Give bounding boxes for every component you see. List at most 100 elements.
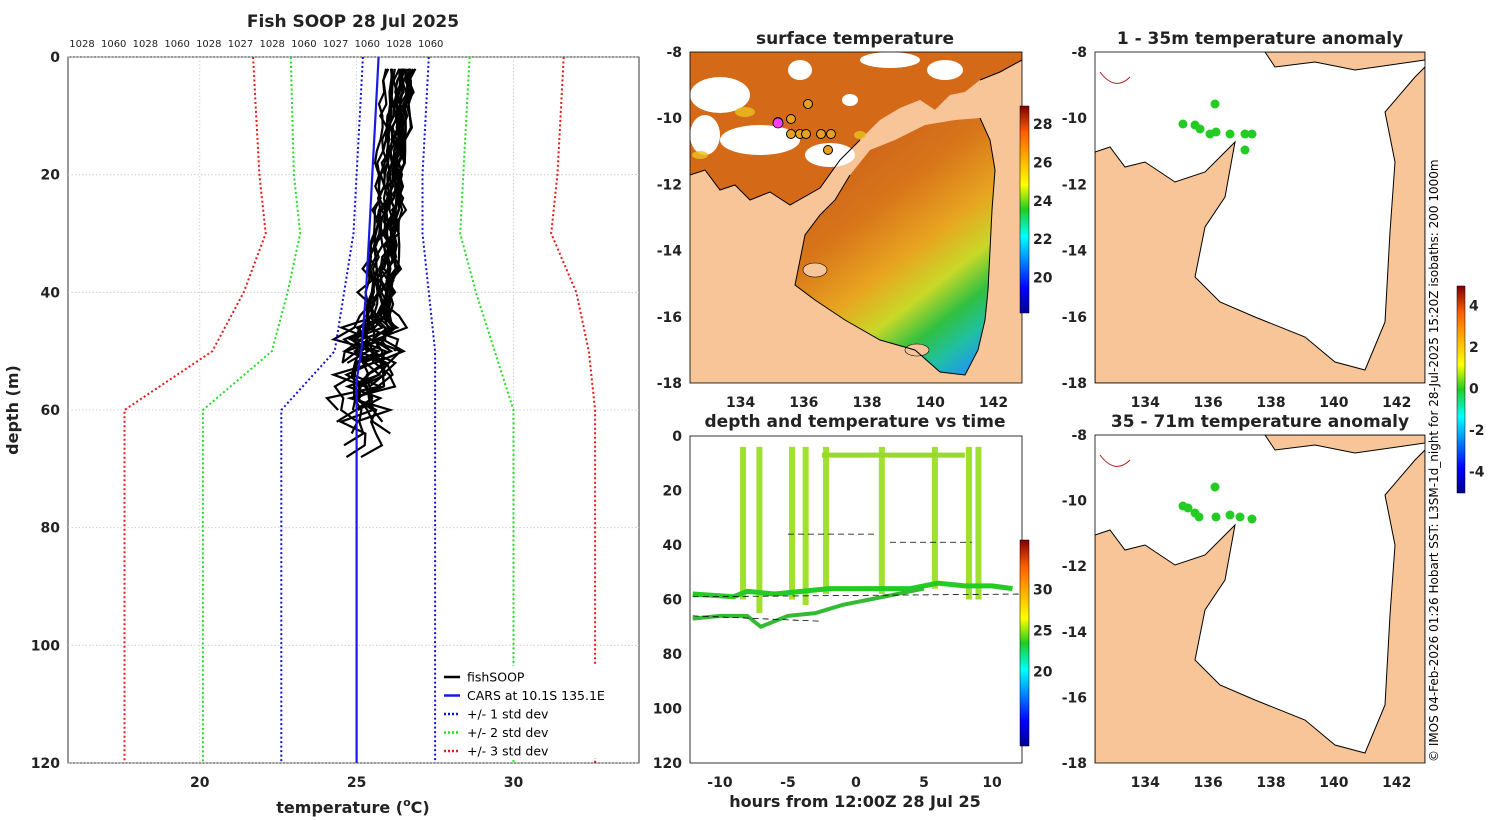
anomaly-point [1211, 512, 1221, 522]
time-tick: -10 [707, 775, 733, 791]
lat-tick: -14 [1062, 244, 1088, 260]
x-tick-label: 25 [347, 775, 366, 791]
lon-tick: 142 [1382, 775, 1411, 791]
sst-colorbar [1019, 105, 1030, 314]
top-value: 1028 [386, 39, 411, 50]
lon-tick: 142 [979, 395, 1008, 411]
lon-tick: 134 [1131, 395, 1160, 411]
current-position-marker [772, 117, 784, 129]
anomaly-point [1183, 503, 1193, 513]
profile-legend: fishSOOP CARS at 10.1S 135.1E +/- 1 std de… [438, 666, 620, 759]
y-tick-label: 0 [50, 50, 60, 66]
lat-tick: -16 [1062, 310, 1087, 326]
lon-tick: 136 [789, 395, 818, 411]
land-north [1264, 435, 1425, 454]
fishsoop-profile [351, 68, 409, 411]
x-tick-label: 30 [504, 775, 524, 791]
anomaly-point [1194, 512, 1204, 522]
anomaly-colorbar [1456, 285, 1466, 494]
y-tick-label: 80 [41, 521, 61, 537]
lat-tick: -18 [657, 376, 682, 392]
colorbar-tick: 4 [1469, 299, 1479, 315]
colorbar-tick: 26 [1033, 156, 1052, 172]
colorbar-tick: 25 [1033, 623, 1052, 639]
lat-tick: -8 [1071, 45, 1087, 61]
land-north [1264, 52, 1425, 71]
lon-tick: 134 [1131, 775, 1160, 791]
fishsoop-profile [354, 68, 404, 435]
track-point [786, 129, 796, 139]
anomaly-map-1-ticks: 134 136 138 140 142 -8 -10 -12 -14 -16 -18 [1062, 45, 1412, 411]
lat-tick: -16 [657, 310, 682, 326]
time-tick: 10 [982, 775, 1002, 791]
anomaly-point [1210, 99, 1220, 109]
colorbar-tick: 22 [1033, 232, 1052, 248]
anomaly-map-1: 1 - 35m temperature anomaly 134 136 138 140… [1062, 29, 1426, 411]
legend-label: +/- 1 std dev [467, 707, 549, 722]
timeseries-axes [689, 435, 1023, 764]
profile-series [123, 56, 597, 763]
lat-tick: -14 [657, 244, 683, 260]
series--2-std-dev [201, 56, 302, 763]
land [1095, 449, 1425, 763]
depth-tick: 80 [663, 647, 683, 663]
time-tick: 5 [919, 775, 929, 791]
colorbar-tick: 20 [1033, 271, 1053, 287]
lat-tick: -10 [1062, 494, 1088, 510]
lon-tick: 134 [726, 395, 755, 411]
dive-bottom-track [692, 580, 1013, 600]
lon-tick: 140 [1319, 395, 1348, 411]
vessel-track-points [772, 99, 836, 155]
lon-tick: 136 [1194, 395, 1223, 411]
isobath [1099, 454, 1131, 467]
lat-tick: -18 [1062, 376, 1087, 392]
track-point [823, 145, 833, 155]
colorbar-tick: 28 [1033, 117, 1052, 133]
top-value: 1060 [418, 39, 443, 50]
dashed-depth-marker [692, 615, 823, 622]
top-value: 1028 [259, 39, 284, 50]
legend-label: +/- 2 std dev [467, 725, 549, 740]
isobath [1099, 71, 1131, 84]
lon-tick: 142 [1382, 395, 1411, 411]
colorbar-tick: 2 [1469, 340, 1479, 356]
timeseries-colorbar-ticks: 30 25 20 [1033, 582, 1053, 680]
lat-tick: -12 [1062, 559, 1087, 575]
fishsoop-profile [338, 68, 394, 364]
top-value: 1027 [323, 39, 348, 50]
lat-tick: -18 [1062, 756, 1087, 772]
track-point [826, 129, 836, 139]
top-value: 1060 [355, 39, 380, 50]
profile-xlabel: temperature (oC) [276, 796, 429, 817]
lon-tick: 138 [1256, 775, 1285, 791]
cloud-gaps [690, 52, 963, 167]
depth-tick: 60 [663, 593, 683, 609]
anomaly-colorbar-ticks: 4 2 0 -2 -4 [1469, 299, 1485, 481]
lat-tick: -8 [1071, 428, 1087, 444]
anomaly-map-2: 35 - 71m temperature anomaly 134 136 138 14… [1062, 412, 1426, 791]
fishsoop-profile [347, 68, 396, 341]
anomaly-point [1235, 512, 1245, 522]
anomaly-point [1225, 510, 1235, 520]
sst-map-title: surface temperature [756, 29, 954, 49]
depth-tick: 0 [672, 429, 682, 445]
depth-tick: 100 [653, 702, 682, 718]
time-tick: 0 [851, 775, 861, 791]
top-value: 1060 [291, 39, 316, 50]
dive-bottom-track-deep [692, 586, 925, 630]
anomaly-point [1211, 127, 1221, 137]
top-value: 1060 [164, 39, 189, 50]
y-tick-label: 100 [31, 638, 60, 654]
lon-tick: 136 [1194, 775, 1223, 791]
fishsoop-profile [324, 68, 389, 411]
colorbar-tick: -4 [1469, 464, 1485, 480]
depth-tick: 40 [663, 538, 683, 554]
top-value: 1028 [69, 39, 94, 50]
timeseries-xlabel: hours from 12:00Z 28 Jul 25 [729, 792, 980, 811]
lon-tick: 138 [1256, 395, 1285, 411]
profile-ticks: 20 25 30 0 20 40 60 80 100 120 [31, 50, 524, 791]
top-value: 1028 [196, 39, 221, 50]
lon-tick: 140 [916, 395, 945, 411]
top-values-row: 1028 1060 1028 1060 1028 1027 1028 1060 1027 1060… [69, 39, 443, 50]
